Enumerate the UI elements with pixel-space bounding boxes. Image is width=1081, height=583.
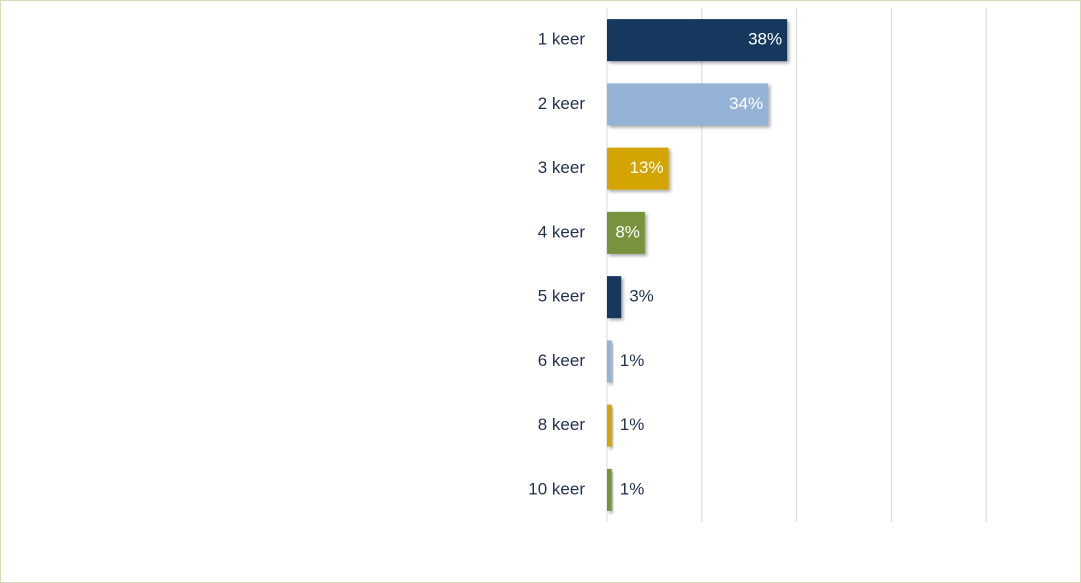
y-tick-label: 8 keer	[538, 415, 586, 434]
y-tick-label: 6 keer	[538, 351, 586, 370]
bar	[607, 19, 788, 62]
y-tick-label: 10 keer	[528, 479, 585, 498]
data-label: 1%	[620, 351, 645, 370]
y-tick-label: 2 keer	[538, 94, 586, 113]
bar	[607, 211, 645, 254]
bar	[607, 276, 622, 319]
data-label: 13%	[630, 158, 664, 177]
bar	[607, 83, 769, 126]
data-label: 8%	[615, 222, 640, 241]
data-label: 34%	[729, 94, 763, 113]
bar	[607, 468, 612, 511]
y-tick-label: 4 keer	[538, 222, 586, 241]
data-label: 38%	[748, 30, 782, 49]
y-tick-label: 5 keer	[538, 287, 586, 306]
bar	[607, 340, 612, 383]
data-label: 1%	[620, 479, 645, 498]
data-label: 1%	[620, 415, 645, 434]
y-tick-label: 3 keer	[538, 158, 586, 177]
data-label: 3%	[629, 287, 654, 306]
bar	[607, 404, 612, 447]
y-tick-label: 1 keer	[538, 30, 586, 49]
bar	[607, 147, 669, 190]
